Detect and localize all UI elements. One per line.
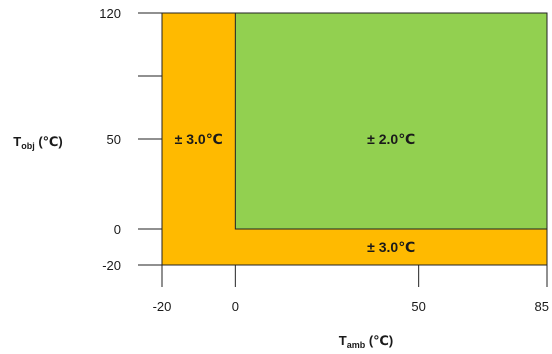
x-axis-label-main: T [339,333,347,348]
x-tick-label-0: -20 [153,299,172,314]
x-axis-label: Tamb (℃) [339,333,393,350]
x-tick-label-3: 85 [535,299,549,314]
y-tick-label-2: 50 [107,132,121,147]
zone-label-2: ± 3.0℃ [367,239,415,255]
x-tick-label-2: 50 [411,299,425,314]
y-axis-label-sub: obj [21,141,35,151]
y-axis-label-main: T [13,134,21,149]
zone-label-0: ± 3.0℃ [175,131,223,147]
y-axis-label: Tobj (℃) [13,134,62,151]
y-tick-label-3: 120 [99,6,121,21]
y-tick-label-0: -20 [102,258,121,273]
x-axis-label-sub: amb [347,340,366,350]
x-tick-label-1: 0 [232,299,239,314]
region-1 [234,12,548,230]
x-axis-label-unit: (℃) [365,333,393,348]
ticks: -20 0 50 120 -20 0 50 85 [99,6,549,314]
y-tick-label-1: 0 [114,222,121,237]
accuracy-regions [161,12,548,266]
zone-annotations: ± 3.0℃ ± 2.0℃ ± 3.0℃ [175,131,416,255]
zone-label-1: ± 2.0℃ [367,131,415,147]
y-axis-label-unit: (℃) [35,134,63,149]
